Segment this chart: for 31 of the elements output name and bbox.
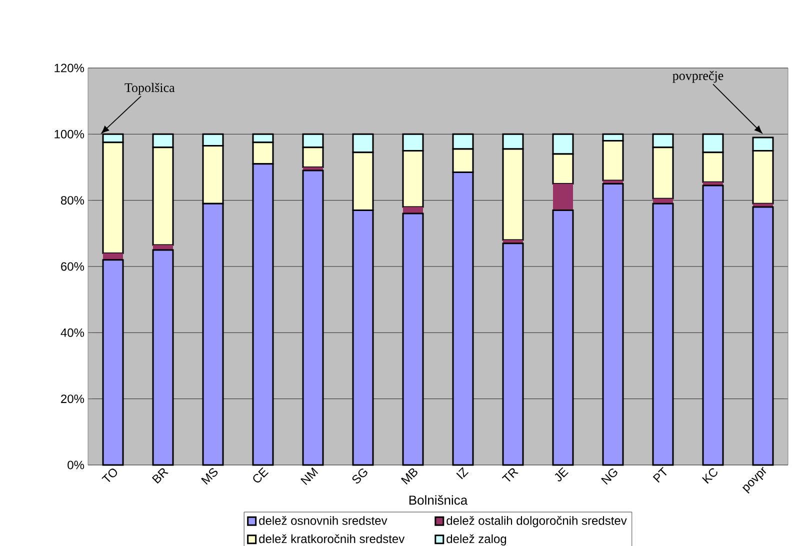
y-tick-label: 120% (54, 64, 84, 72)
x-tick-label: TO (102, 468, 118, 482)
bar (303, 167, 324, 171)
x-tick-label: MS (201, 468, 218, 485)
x-tick-label: NM (300, 467, 318, 486)
x-tick-label: PT (652, 466, 667, 483)
y-tick-label: 80% (60, 196, 84, 205)
x-tick-label: CE (253, 467, 269, 482)
y-tick-label: 100% (54, 130, 84, 138)
legend-label: delež osnovnih sredstev (259, 516, 388, 525)
legend-label: delež zalog (446, 534, 506, 546)
bar (403, 206, 423, 214)
x-tick-label: TR (502, 468, 518, 482)
x-tick-label: MB (400, 468, 418, 485)
bar (653, 198, 673, 204)
x-tick-label: JE (554, 467, 568, 482)
x-tick-label: IZ (456, 467, 469, 480)
annotation: Topolšica (124, 82, 175, 95)
y-tick-label: 60% (61, 262, 84, 271)
y-tick-label: 0% (68, 460, 84, 470)
x-tick-label: BR (152, 468, 168, 484)
annotation: povprečje (672, 70, 724, 83)
x-axis-title: Bolnišnica (409, 495, 468, 505)
legend-label: delež kratkoročnih sredstev (259, 534, 405, 544)
legend-label: delež ostalih dolgoročnih sredstev (446, 516, 627, 528)
x-tick-label: KC (702, 468, 718, 484)
y-tick-label: 20% (61, 394, 84, 404)
x-tick-label: NG (601, 468, 618, 485)
x-tick-label: SG (352, 468, 368, 484)
bar (553, 184, 573, 210)
y-tick-label: 40% (60, 328, 84, 337)
